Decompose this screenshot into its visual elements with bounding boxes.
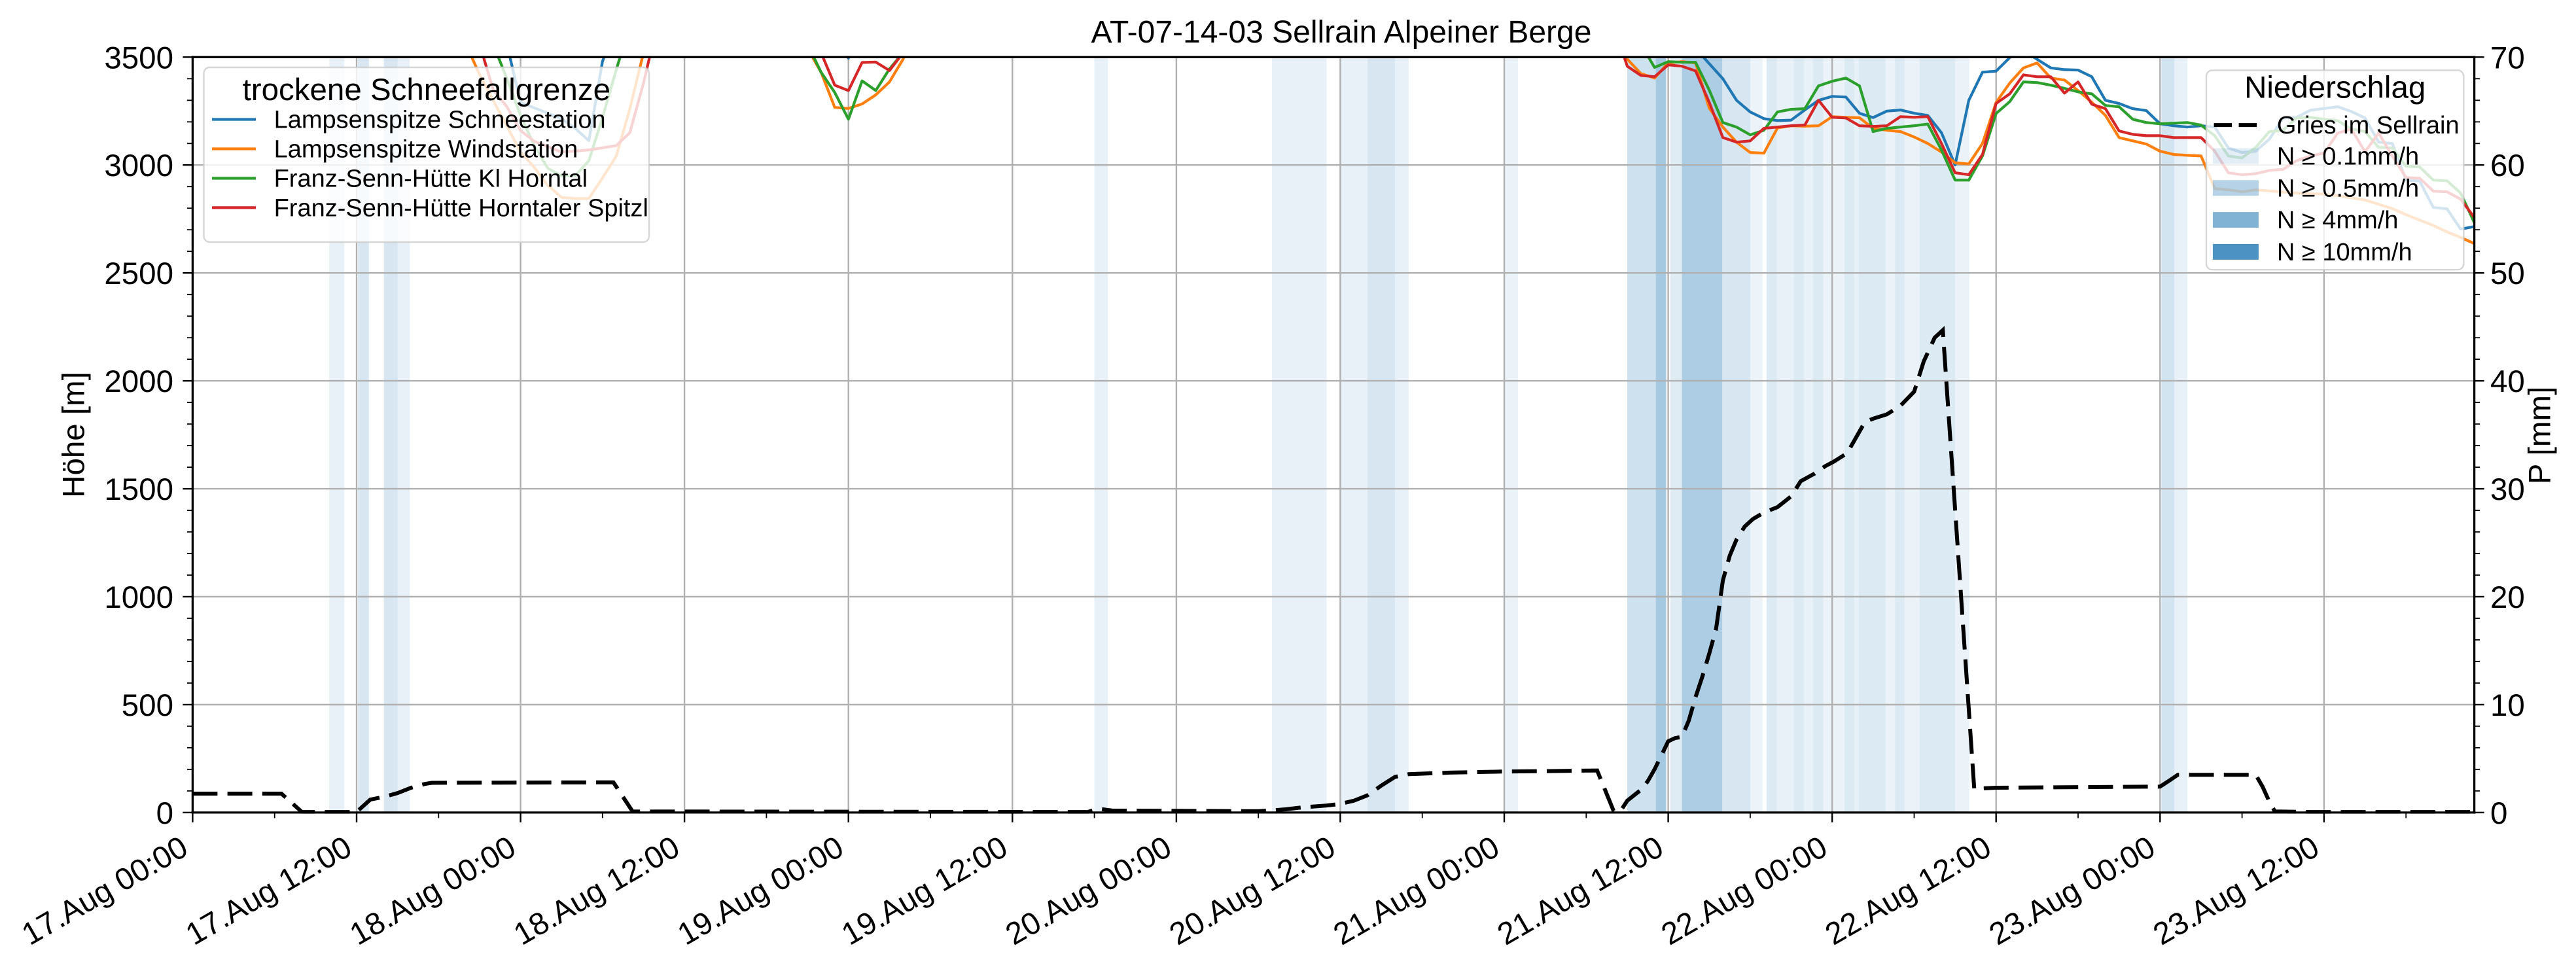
svg-text:N ≥ 4mm/h: N ≥ 4mm/h xyxy=(2277,207,2399,234)
svg-text:N ≥ 0.1mm/h: N ≥ 0.1mm/h xyxy=(2277,143,2419,171)
svg-text:70: 70 xyxy=(2490,41,2525,75)
svg-text:50: 50 xyxy=(2490,256,2525,291)
svg-text:Lampsenspitze Windstation: Lampsenspitze Windstation xyxy=(274,136,578,164)
svg-text:0: 0 xyxy=(156,796,173,831)
svg-text:2500: 2500 xyxy=(104,256,173,291)
svg-text:Franz-Senn-Hütte Kl Horntal: Franz-Senn-Hütte Kl Horntal xyxy=(274,166,588,193)
svg-text:2000: 2000 xyxy=(104,364,173,399)
svg-text:40: 40 xyxy=(2490,364,2525,399)
svg-text:20: 20 xyxy=(2490,580,2525,615)
svg-text:N ≥ 0.5mm/h: N ≥ 0.5mm/h xyxy=(2277,175,2419,202)
svg-text:Lampsenspitze Schneestation: Lampsenspitze Schneestation xyxy=(274,107,606,134)
svg-text:1500: 1500 xyxy=(104,472,173,507)
svg-text:N ≥ 10mm/h: N ≥ 10mm/h xyxy=(2277,239,2412,266)
svg-text:Höhe [m]: Höhe [m] xyxy=(57,372,92,498)
svg-text:0: 0 xyxy=(2490,796,2507,831)
svg-text:3000: 3000 xyxy=(104,149,173,183)
svg-text:Niederschlag: Niederschlag xyxy=(2244,71,2426,105)
svg-text:Gries im Sellrain: Gries im Sellrain xyxy=(2277,112,2460,139)
svg-text:60: 60 xyxy=(2490,149,2525,183)
svg-text:1000: 1000 xyxy=(104,580,173,615)
svg-text:3500: 3500 xyxy=(104,41,173,75)
svg-text:AT-07-14-03 Sellrain Alpeiner: AT-07-14-03 Sellrain Alpeiner Berge xyxy=(1091,15,1592,50)
svg-text:trockene Schneefallgrenze: trockene Schneefallgrenze xyxy=(243,73,610,107)
svg-text:Franz-Senn-Hütte Horntaler Spi: Franz-Senn-Hütte Horntaler Spitzl xyxy=(274,194,648,222)
svg-text:10: 10 xyxy=(2490,688,2525,723)
svg-text:P [mm]: P [mm] xyxy=(2523,387,2558,485)
svg-text:500: 500 xyxy=(122,688,173,723)
svg-text:30: 30 xyxy=(2490,472,2525,507)
